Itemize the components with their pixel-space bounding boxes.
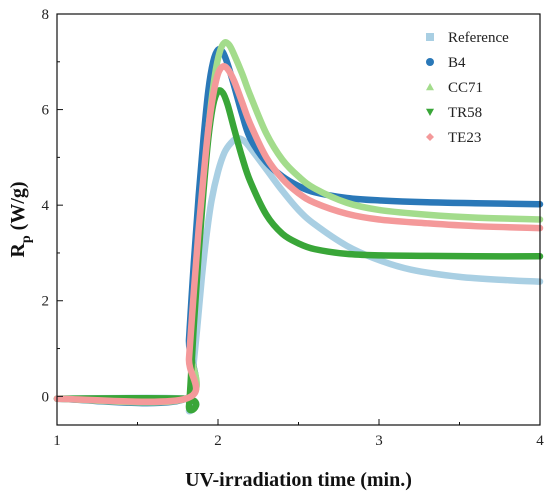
series-layer (53, 39, 544, 415)
legend-label-b4: B4 (448, 55, 466, 71)
y-axis-title-sub: p (19, 235, 34, 243)
series-line-te23 (53, 63, 544, 405)
y-axis-title-unit: (W/g) (7, 181, 29, 230)
legend-marker-b4 (426, 58, 434, 66)
y-tick-label: 0 (42, 389, 50, 405)
legend-label-reference: Reference (448, 30, 509, 46)
y-tick-label: 8 (42, 7, 50, 23)
x-axis-title: UV-irradiation time (min.) (185, 469, 412, 491)
legend-label-cc71: CC71 (448, 80, 483, 96)
x-tick-label: 1 (53, 433, 61, 449)
legend-label-te23: TE23 (448, 130, 481, 146)
y-tick-label: 2 (42, 294, 50, 310)
x-tick-label: 3 (375, 433, 383, 449)
legend: Reference B4 CC71 TR58 TE23 (426, 30, 509, 146)
y-axis-title-main: R (7, 243, 29, 258)
ticks-layer: 1 2 3 4 0 2 4 6 8 (42, 7, 545, 449)
y-axis-title: Rp (W/g) (7, 181, 34, 257)
legend-marker-cc71 (426, 83, 434, 91)
legend-marker-reference (426, 33, 434, 41)
legend-marker-te23 (426, 133, 434, 141)
x-tick-label: 2 (214, 433, 222, 449)
x-tick-label: 4 (536, 433, 544, 449)
y-tick-label: 6 (42, 103, 50, 119)
legend-marker-tr58 (426, 108, 434, 116)
legend-label-tr58: TR58 (448, 105, 482, 121)
y-tick-label: 4 (42, 198, 50, 214)
series-line-cc71 (53, 39, 544, 406)
